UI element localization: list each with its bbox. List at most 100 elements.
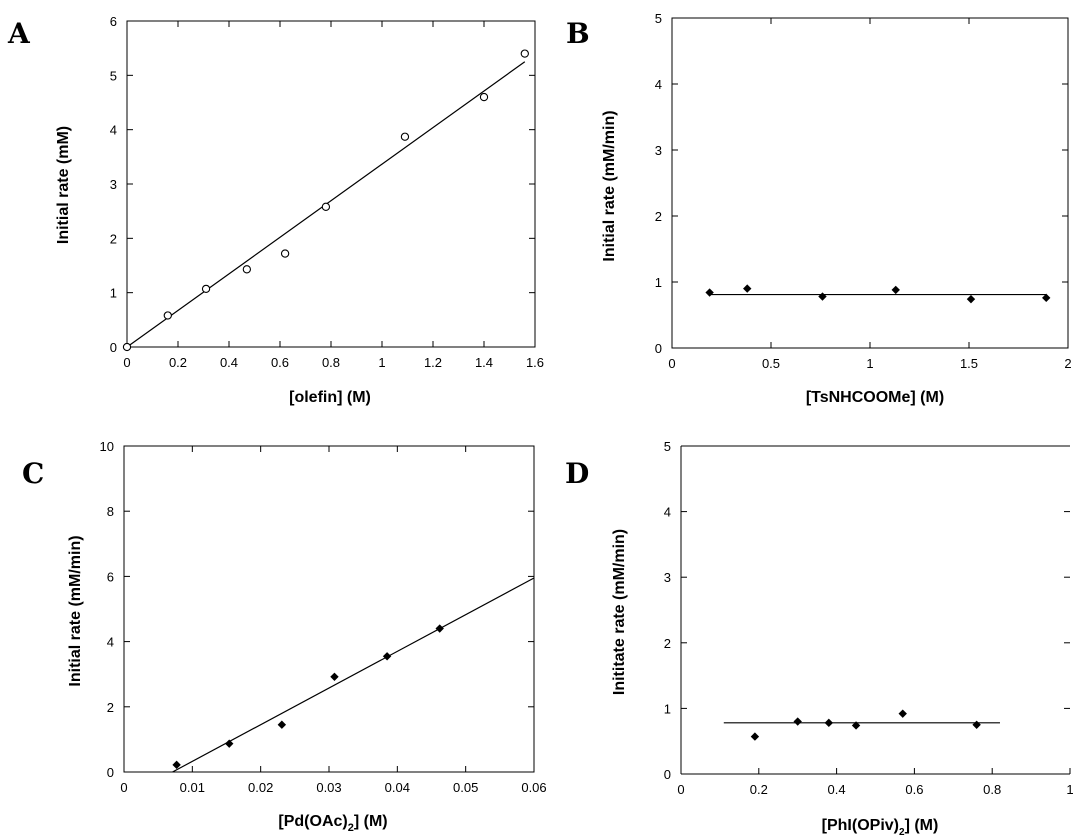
panel-a-data-point <box>163 311 172 320</box>
panel-c-fit-line <box>172 577 535 773</box>
panel-d-data-point <box>972 720 981 729</box>
panel-b-x-tick-label: 0.5 <box>762 356 780 371</box>
panel-c-y-tick-label: 6 <box>107 569 114 584</box>
panel-b-y-tick-label: 3 <box>655 143 662 158</box>
panel-a-x-tick-label: 0.6 <box>271 355 289 370</box>
panel-d-y-tick-label: 5 <box>664 439 671 454</box>
panel-c-x-axis-title: [Pd(OAc)2] (M) <box>278 813 387 834</box>
panel-c-x-tick-label: 0.03 <box>316 780 341 795</box>
panel-c-x-tick-label: 0.01 <box>180 780 205 795</box>
panel-b-x-axis-title: [TsNHCOOMe] (M) <box>806 389 944 406</box>
panel-c: C 0 0.01 0.02 0.03 0.04 0.05 0.06 0 2 4 6 8 10 [Pd(O… <box>22 439 547 834</box>
panel-b-data-point <box>891 285 900 295</box>
panel-d-data-point <box>898 709 907 718</box>
panel-c-y-tick-label: 2 <box>107 700 114 715</box>
panel-a-data-point <box>242 265 251 274</box>
panel-b-y-tick-label: 2 <box>655 209 662 224</box>
panel-a-x-tick-label: 0.8 <box>322 355 340 370</box>
panel-d-data-point <box>824 718 834 728</box>
panel-letter-a: A <box>7 17 31 50</box>
panel-d-data-point <box>793 717 802 726</box>
panel-c-data-point <box>382 652 392 661</box>
panel-d-y-tick-label: 1 <box>664 701 671 716</box>
panel-a-data-point <box>122 342 132 352</box>
panel-c-x-tick-label: 0.02 <box>248 780 273 795</box>
panel-b-x-tick-label: 1.5 <box>960 356 978 371</box>
panel-d-y-tick-label: 0 <box>664 767 671 782</box>
panel-b-data-point <box>966 294 976 304</box>
panel-c-plot: 0 0.01 0.02 0.03 0.04 0.05 0.06 0 2 4 6 8 10 <box>100 439 547 795</box>
panel-a-y-tick-label: 0 <box>110 340 117 355</box>
panel-d-x-tick-label: 1 <box>1066 782 1073 797</box>
panel-a-x-tick-label: 1.2 <box>424 355 442 370</box>
panel-a-x-axis-title: [olefin] (M) <box>289 389 371 406</box>
panel-a: A 0 0.2 0.4 0.6 0.8 1 1.2 1.4 1.6 0 1 2 3 4 5 6 [olefin… <box>7 14 544 406</box>
panel-c-data-point <box>277 720 287 729</box>
panel-a-data-point <box>520 49 529 58</box>
panel-b-y-tick-label: 5 <box>655 11 662 26</box>
panel-c-data-point <box>330 672 339 682</box>
panel-c-x-tick-label: 0.06 <box>521 780 546 795</box>
panel-a-y-tick-label: 2 <box>110 231 117 246</box>
panel-d-y-tick-label: 4 <box>664 505 671 520</box>
panel-a-data-point <box>201 284 211 294</box>
panel-b: B 0 0.5 1 1.5 2 0 1 2 3 4 5 [TsNHCOOMe] (M) Initia… <box>566 11 1072 406</box>
panel-d-x-tick-label: 0.2 <box>750 782 768 797</box>
panel-c-data-point <box>172 760 181 770</box>
panel-d-x-tick-label: 0.4 <box>828 782 846 797</box>
panel-d-plot: 0 0.2 0.4 0.6 0.8 1 0 1 2 3 4 5 <box>664 439 1074 797</box>
panel-a-y-tick-label: 1 <box>110 286 117 301</box>
panel-c-x-tick-label: 0.04 <box>385 780 410 795</box>
panel-d-data-point <box>851 721 861 730</box>
panel-letter-c: C <box>22 457 44 490</box>
panel-a-x-tick-label: 0.4 <box>220 355 238 370</box>
panel-c-y-tick-label: 4 <box>107 635 114 650</box>
panel-d-x-axis-title: [PhI(OPiv)2] (M) <box>822 817 939 836</box>
panel-b-x-tick-label: 1 <box>866 356 873 371</box>
panel-c-y-tick-label: 8 <box>107 504 114 519</box>
panel-b-frame <box>671 17 1069 349</box>
panel-b-y-axis-title: Initial rate (mM/min) <box>601 110 618 261</box>
panel-a-y-tick-label: 3 <box>110 177 117 192</box>
panel-a-x-tick-label: 1 <box>378 355 385 370</box>
panel-c-frame <box>123 445 535 773</box>
panel-a-x-tick-label: 1.4 <box>475 355 493 370</box>
panel-b-data-point <box>705 288 714 297</box>
panel-a-x-tick-label: 0.2 <box>169 355 187 370</box>
panel-b-data-point <box>743 284 752 293</box>
panel-letter-b: B <box>566 17 590 50</box>
panel-b-x-tick-label: 2 <box>1064 356 1071 371</box>
panel-b-y-tick-label: 1 <box>655 275 662 290</box>
panel-a-x-tick-label: 1.6 <box>526 355 544 370</box>
panel-a-plot: 0 0.2 0.4 0.6 0.8 1 1.2 1.4 1.6 0 1 2 3 4 5 6 <box>110 14 544 370</box>
panel-a-y-tick-label: 6 <box>110 14 117 29</box>
panel-a-data-point <box>400 132 410 141</box>
panel-c-data-point <box>435 624 444 633</box>
panel-b-y-tick-label: 0 <box>655 341 662 356</box>
panel-a-data-point <box>479 92 489 102</box>
panel-d-x-tick-label: 0.6 <box>905 782 923 797</box>
panel-c-y-axis-title: Initial rate (mM/min) <box>67 535 84 686</box>
panel-d-y-axis-title: Inititate rate (mM/min) <box>611 529 628 695</box>
panel-a-x-tick-label: 0 <box>123 355 130 370</box>
panel-a-y-tick-label: 5 <box>110 68 117 83</box>
panel-d-y-tick-label: 3 <box>664 570 671 585</box>
panel-d-x-tick-label: 0.8 <box>983 782 1001 797</box>
panel-b-plot: 0 0.5 1 1.5 2 0 1 2 3 4 5 <box>655 11 1072 371</box>
panel-letter-d: D <box>565 457 589 490</box>
panel-b-data-point <box>1042 293 1051 303</box>
panel-a-y-axis-title: Initial rate (mM) <box>55 126 72 244</box>
panel-c-x-tick-label: 0 <box>120 780 127 795</box>
panel-b-y-tick-label: 4 <box>655 77 662 92</box>
panel-a-data-point <box>280 249 290 258</box>
panel-d-x-tick-label: 0 <box>677 782 684 797</box>
panel-b-data-point <box>818 292 827 301</box>
panel-c-y-tick-label: 0 <box>107 765 114 780</box>
panel-a-frame <box>126 20 536 348</box>
panel-c-y-tick-label: 10 <box>100 439 114 454</box>
panel-c-data-point <box>225 739 234 748</box>
panel-a-data-point <box>321 202 331 211</box>
panel-d-data-point <box>750 732 760 741</box>
